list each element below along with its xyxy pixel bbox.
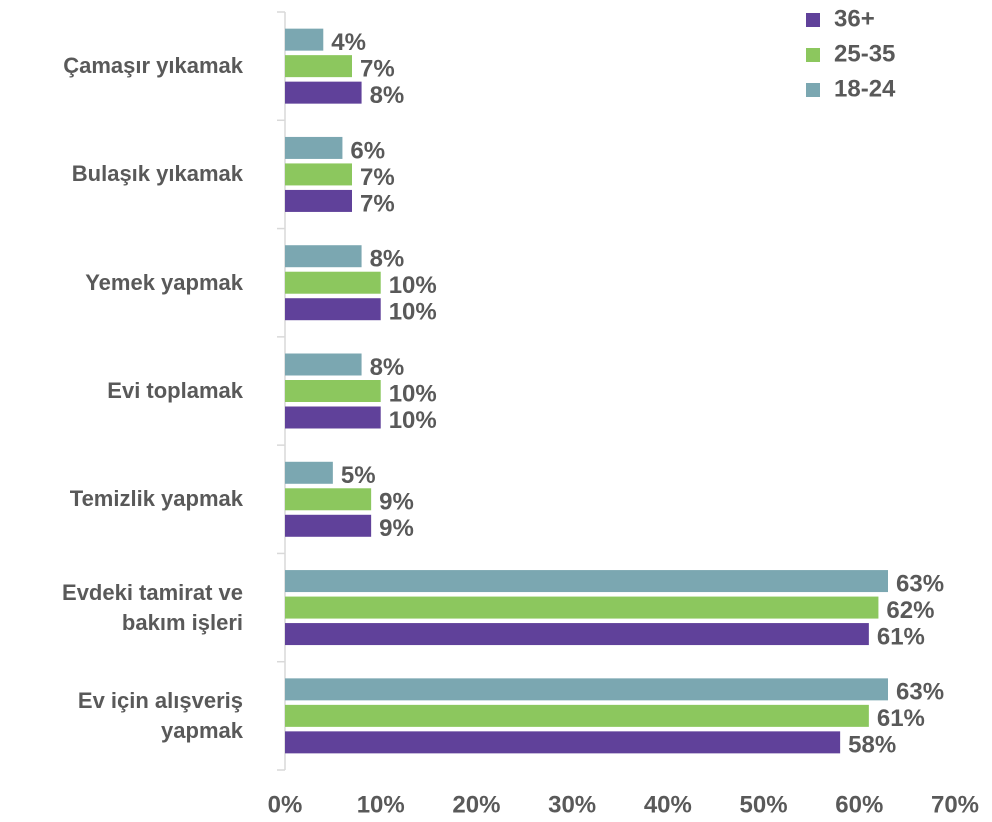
- data-label: 7%: [360, 190, 395, 217]
- bar: [285, 514, 372, 537]
- legend-label: 25-35: [834, 40, 895, 67]
- data-label: 4%: [331, 29, 366, 56]
- data-label: 5%: [341, 462, 376, 489]
- x-tick-label: 0%: [268, 791, 303, 818]
- bar: [285, 406, 381, 429]
- bar: [285, 298, 381, 321]
- bar: [285, 163, 352, 186]
- bar: [285, 81, 362, 104]
- bar: [285, 461, 333, 484]
- legend-label: 18-24: [834, 75, 896, 102]
- category-label: Temizlik yapmak: [69, 486, 243, 512]
- data-label: 61%: [877, 623, 925, 650]
- bar: [285, 570, 888, 593]
- bar: [285, 596, 879, 619]
- bar: [285, 136, 343, 159]
- x-tick-label: 60%: [835, 791, 883, 818]
- bar: [285, 28, 324, 51]
- bar: [285, 189, 352, 212]
- data-label: 61%: [877, 705, 925, 732]
- data-label: 58%: [848, 732, 896, 759]
- x-tick-label: 30%: [548, 791, 596, 818]
- category-label: Ev için alışveriş yapmak: [77, 687, 243, 743]
- x-tick-label: 70%: [931, 791, 979, 818]
- data-label: 8%: [370, 246, 405, 273]
- data-label: 63%: [896, 570, 944, 597]
- data-label: 6%: [350, 137, 385, 164]
- bar: [285, 678, 888, 701]
- bar: [285, 353, 362, 376]
- category-label: Evi toplamak: [107, 378, 243, 403]
- x-tick-label: 20%: [452, 791, 500, 818]
- bar: [285, 623, 869, 646]
- legend-swatch: [806, 83, 820, 97]
- data-label: 7%: [360, 164, 395, 191]
- data-label: 63%: [896, 679, 944, 706]
- category-label: Bulaşık yıkamak: [71, 161, 243, 187]
- bar: [285, 245, 362, 268]
- data-label: 10%: [389, 380, 437, 407]
- data-label: 10%: [389, 407, 437, 434]
- legend-label: 36+: [834, 5, 875, 32]
- bar: [285, 731, 841, 754]
- category-label: Çamaşır yıkamak: [63, 53, 243, 79]
- data-label: 7%: [360, 55, 395, 82]
- x-tick-label: 50%: [740, 791, 788, 818]
- x-tick-label: 40%: [644, 791, 692, 818]
- legend-swatch: [806, 48, 820, 62]
- category-label: Yemek yapmak: [85, 269, 243, 295]
- data-label: 62%: [886, 597, 934, 624]
- bar: [285, 704, 869, 727]
- data-label: 8%: [370, 82, 405, 109]
- data-label: 10%: [389, 299, 437, 326]
- data-label: 10%: [389, 272, 437, 299]
- data-label: 9%: [379, 489, 414, 516]
- bar: [285, 271, 381, 294]
- bar: [285, 488, 372, 511]
- data-label: 9%: [379, 515, 414, 542]
- data-label: 8%: [370, 354, 405, 381]
- x-tick-label: 10%: [357, 791, 405, 818]
- bar: [285, 380, 381, 402]
- bar: [285, 55, 352, 78]
- category-label: Evdeki tamirat ve bakım işleri: [62, 579, 243, 635]
- legend-swatch: [806, 13, 820, 27]
